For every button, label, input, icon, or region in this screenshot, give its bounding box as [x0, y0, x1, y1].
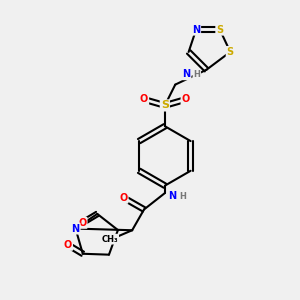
Text: N: N — [192, 25, 200, 34]
Text: O: O — [182, 94, 190, 104]
Text: CH₃: CH₃ — [102, 235, 118, 244]
Text: H: H — [179, 192, 186, 201]
Text: O: O — [119, 193, 128, 202]
Text: O: O — [119, 193, 128, 202]
Text: N: N — [182, 69, 190, 79]
Text: O: O — [140, 94, 148, 104]
Text: S: S — [161, 100, 169, 110]
Text: S: S — [227, 47, 234, 57]
Text: O: O — [64, 240, 72, 250]
Text: N: N — [168, 191, 176, 201]
Text: S: S — [216, 25, 224, 34]
Text: O: O — [78, 218, 86, 228]
Text: H: H — [194, 70, 200, 79]
Text: N: N — [71, 224, 80, 234]
